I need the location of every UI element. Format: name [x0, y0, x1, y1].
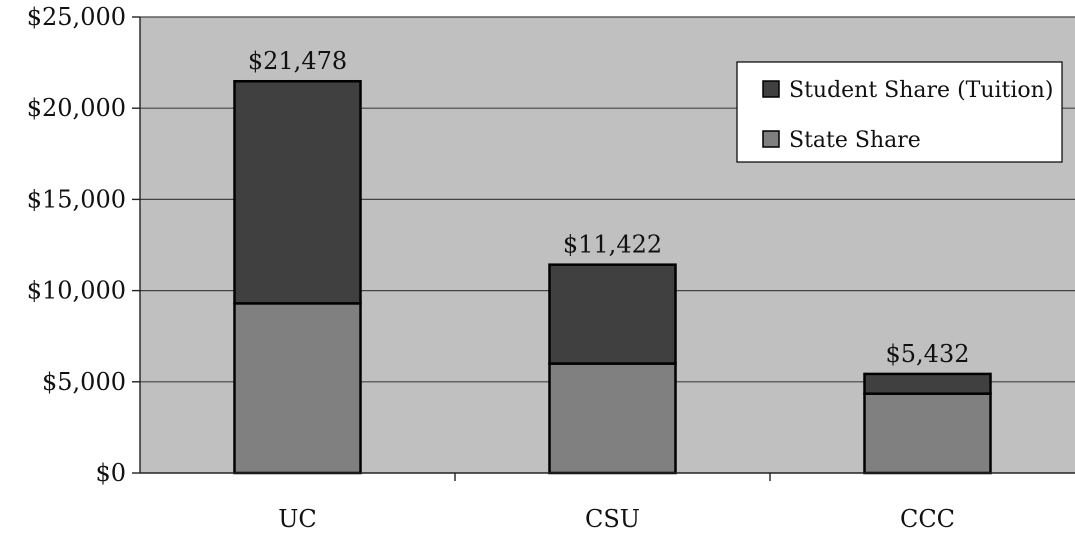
legend-box — [736, 61, 1063, 163]
legend: Student Share (Tuition) State Share — [736, 61, 1063, 163]
total-label-ccc: $5,432 — [886, 340, 970, 368]
axis-layer — [132, 16, 1075, 481]
x-category-label-csu: CSU — [585, 505, 640, 533]
label-layer: $0 $5,000 $10,000 $15,000 $20,000 $25,000 $21,… — [27, 3, 970, 533]
bar-segment-uc-state-share — [233, 302, 362, 475]
total-label-csu: $11,422 — [563, 231, 662, 259]
legend-swatch-state-share — [762, 130, 780, 148]
bar-layer — [233, 79, 992, 475]
x-category-label-uc: UC — [278, 505, 317, 533]
y-tick-label: $10,000 — [27, 277, 126, 305]
total-label-uc: $21,478 — [248, 47, 347, 75]
y-tick-label: $0 — [95, 459, 126, 487]
legend-label-student-share-tuition: Student Share (Tuition) — [789, 78, 1053, 103]
legend-label-state-share: State Share — [789, 128, 921, 153]
bar-segment-csu-student-share-tuition — [548, 263, 677, 365]
y-tick-label: $15,000 — [27, 185, 126, 213]
x-category-label-ccc: CCC — [900, 505, 955, 533]
legend-swatch-student-share-tuition — [762, 80, 780, 98]
y-tick-label: $5,000 — [42, 368, 126, 396]
bar-segment-ccc-state-share — [863, 392, 992, 475]
y-tick-label: $20,000 — [27, 94, 126, 122]
y-tick-label: $25,000 — [27, 3, 126, 31]
bar-segment-ccc-student-share-tuition — [863, 372, 992, 395]
bar-segment-csu-state-share — [548, 362, 677, 475]
bar-segment-uc-student-share-tuition — [233, 79, 362, 305]
